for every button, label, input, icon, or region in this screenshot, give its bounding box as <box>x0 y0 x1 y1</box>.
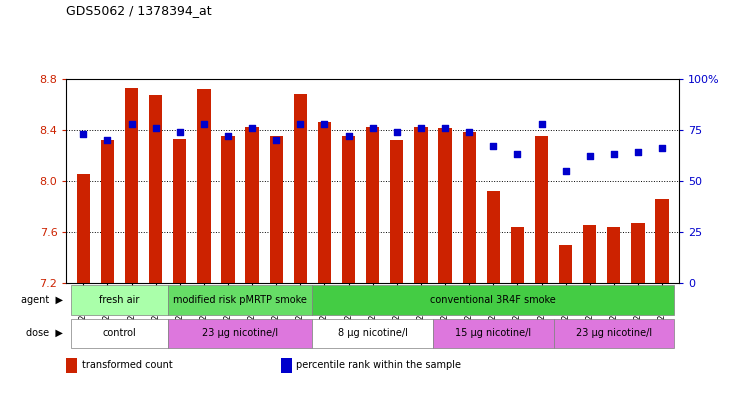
Point <box>559 167 571 174</box>
Point <box>270 137 282 143</box>
Point <box>77 130 89 137</box>
Bar <box>631 223 644 283</box>
Point <box>632 149 644 155</box>
Point <box>174 129 186 135</box>
Text: conventional 3R4F smoke: conventional 3R4F smoke <box>430 295 556 305</box>
Bar <box>312 285 674 315</box>
Text: dose  ▶: dose ▶ <box>26 328 63 338</box>
Bar <box>463 132 476 283</box>
Point <box>463 129 475 135</box>
Bar <box>72 319 168 348</box>
Bar <box>197 89 210 283</box>
Bar <box>438 129 452 283</box>
Point <box>246 125 258 131</box>
Bar <box>390 140 404 283</box>
Bar <box>511 227 524 283</box>
Bar <box>342 136 355 283</box>
Text: agent  ▶: agent ▶ <box>21 295 63 305</box>
Text: transformed count: transformed count <box>82 360 173 371</box>
Text: fresh air: fresh air <box>100 295 139 305</box>
Bar <box>72 285 168 315</box>
Text: control: control <box>103 328 137 338</box>
Bar <box>366 127 379 283</box>
Bar <box>535 136 548 283</box>
Bar <box>433 319 554 348</box>
Bar <box>173 139 187 283</box>
Text: 23 μg nicotine/l: 23 μg nicotine/l <box>576 328 652 338</box>
Point <box>439 125 451 131</box>
Bar <box>101 140 114 283</box>
Bar <box>655 198 669 283</box>
Text: 15 μg nicotine/l: 15 μg nicotine/l <box>455 328 531 338</box>
Bar <box>559 244 572 283</box>
Point <box>608 151 620 157</box>
Bar <box>168 319 312 348</box>
Bar <box>246 127 259 283</box>
Point <box>415 125 427 131</box>
Bar <box>77 174 90 283</box>
Bar <box>281 358 292 373</box>
Point <box>319 120 331 127</box>
Text: 23 μg nicotine/l: 23 μg nicotine/l <box>202 328 278 338</box>
Bar <box>294 94 307 283</box>
Point <box>222 133 234 139</box>
Point <box>391 129 403 135</box>
Point <box>511 151 523 157</box>
Point <box>198 120 210 127</box>
Bar <box>149 95 162 283</box>
Point <box>150 125 162 131</box>
Point <box>294 120 306 127</box>
Text: GDS5062 / 1378394_at: GDS5062 / 1378394_at <box>66 4 212 17</box>
Bar <box>125 88 138 283</box>
Point <box>584 153 596 160</box>
Bar <box>486 191 500 283</box>
Bar <box>66 358 77 373</box>
Point <box>656 145 668 151</box>
Text: percentile rank within the sample: percentile rank within the sample <box>296 360 461 371</box>
Point <box>367 125 379 131</box>
Point <box>536 120 548 127</box>
Point <box>125 120 137 127</box>
Bar <box>221 136 235 283</box>
Text: 8 μg nicotine/l: 8 μg nicotine/l <box>338 328 407 338</box>
Bar <box>554 319 674 348</box>
Bar <box>168 285 312 315</box>
Bar <box>312 319 433 348</box>
Bar <box>318 122 331 283</box>
Point <box>102 137 114 143</box>
Bar <box>269 136 283 283</box>
Point <box>342 133 354 139</box>
Bar <box>414 127 427 283</box>
Bar <box>607 227 621 283</box>
Point <box>487 143 499 149</box>
Text: modified risk pMRTP smoke: modified risk pMRTP smoke <box>173 295 307 305</box>
Bar <box>583 226 596 283</box>
